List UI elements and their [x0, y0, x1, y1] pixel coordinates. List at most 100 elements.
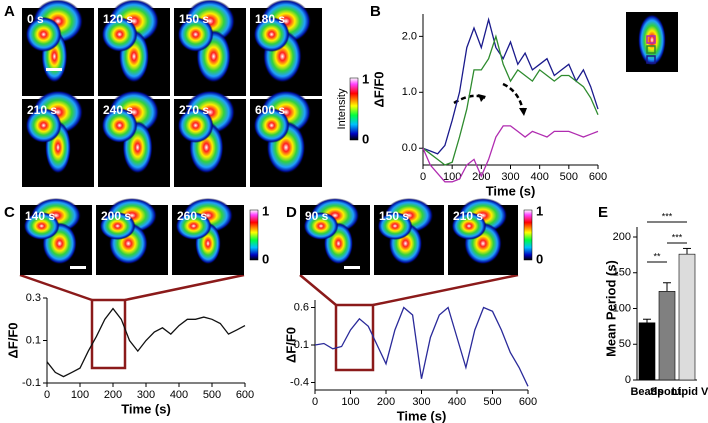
x-tick-label: 200	[377, 396, 395, 408]
bar	[638, 322, 656, 381]
intensity-blob	[25, 16, 62, 52]
x-tick-label: 400	[530, 171, 548, 183]
x-tick-label: 100	[71, 389, 89, 401]
timestamp: 180 s	[255, 12, 285, 26]
intensity-blob	[253, 16, 290, 52]
x-tick-label: 0	[312, 396, 318, 408]
y-tick-label: -0.1	[22, 377, 41, 389]
y-tick-label: -0.4	[290, 376, 309, 388]
arrow-head	[519, 108, 527, 116]
colorbar-title: Intensity	[336, 88, 348, 129]
intensity-blob	[25, 107, 62, 143]
x-tick-label: Beads	[630, 386, 663, 398]
x-tick-label: 600	[236, 389, 254, 401]
y-tick-label: 0.1	[26, 334, 41, 346]
x-axis-title: Time (s)	[486, 183, 536, 198]
x-tick-label: Spont.	[650, 386, 684, 398]
y-axis-title: Mean Period (s)	[603, 260, 618, 357]
colorbar-label: 0	[262, 251, 269, 266]
timestamp: 210 s	[453, 209, 483, 223]
colorbar	[523, 209, 533, 261]
panel-label: E	[598, 204, 608, 221]
x-tick-label: 400	[170, 389, 188, 401]
timestamp: 600 s	[255, 103, 285, 117]
intensity-blob	[23, 212, 60, 240]
x-tick-label: 400	[448, 396, 466, 408]
colorbar-label: 1	[262, 203, 269, 218]
intensity-blob	[377, 212, 413, 240]
scale-bar	[344, 266, 360, 269]
timestamp: 260 s	[177, 209, 207, 223]
colorbar-label: 0	[362, 131, 369, 146]
x-tick-label: 600	[519, 396, 537, 408]
x-tick-label: 200	[104, 389, 122, 401]
panel-label: C	[4, 204, 15, 221]
significance-label: ***	[672, 232, 683, 242]
colorbar	[249, 209, 259, 261]
x-tick-label: 0	[420, 171, 426, 183]
x-tick-label: 0	[44, 389, 50, 401]
intensity-blob	[177, 16, 214, 52]
y-axis-title: ΔF/F0	[5, 322, 20, 358]
timestamp: 90 s	[305, 209, 329, 223]
y-tick-label: 0.6	[294, 301, 309, 313]
colorbar-label: 1	[362, 71, 369, 86]
timestamp: 150 s	[179, 12, 209, 26]
timestamp: 120 s	[103, 12, 133, 26]
significance-label: **	[653, 251, 661, 261]
intensity-blob	[177, 107, 214, 143]
y-axis-title: ΔF/F0	[283, 327, 298, 363]
line-series	[46, 307, 246, 378]
y-tick-label: 150	[613, 267, 631, 279]
intensity-blob	[101, 16, 138, 52]
inset-image	[626, 12, 678, 72]
y-axis-title: ΔF/F0	[371, 71, 386, 107]
y-tick-label: 2.0	[402, 30, 417, 42]
scale-bar	[46, 68, 62, 71]
line-series	[422, 34, 599, 166]
timestamp: 140 s	[25, 209, 55, 223]
y-tick-label: 0.3	[26, 292, 41, 304]
colorbar-label: 1	[536, 203, 543, 218]
intensity-blob	[253, 107, 290, 143]
y-tick-label: 100	[613, 302, 631, 314]
panel-label: D	[286, 204, 297, 221]
line-series	[422, 125, 599, 183]
intensity-blob	[101, 107, 138, 143]
x-tick-label: 300	[501, 171, 519, 183]
panel-label: B	[370, 3, 381, 20]
colorbar-label: 0	[536, 251, 543, 266]
timestamp: 240 s	[103, 103, 133, 117]
arrow-head	[478, 94, 486, 102]
y-tick-label: 1.0	[402, 86, 417, 98]
line-series	[314, 306, 529, 387]
x-axis-title: Time (s)	[397, 408, 447, 423]
x-tick-label: 100	[443, 171, 461, 183]
intensity-blob	[303, 212, 339, 240]
x-tick-label: 500	[203, 389, 221, 401]
y-tick-label: 0	[625, 374, 631, 386]
x-axis-title: Time (s)	[121, 401, 171, 416]
significance-label: ***	[662, 211, 673, 221]
x-tick-label: 500	[560, 171, 578, 183]
intensity-blob	[99, 212, 136, 240]
timestamp: 210 s	[27, 103, 57, 117]
x-tick-label: 600	[589, 171, 607, 183]
x-tick-label: 100	[341, 396, 359, 408]
x-tick-label: 500	[483, 396, 501, 408]
y-tick-label: 200	[613, 231, 631, 243]
x-tick-label: Lipid V.	[672, 386, 708, 398]
panel-label: A	[4, 3, 15, 20]
x-tick-label: 300	[137, 389, 155, 401]
arrow	[502, 82, 525, 113]
intensity-blob	[451, 212, 487, 240]
x-tick-label: 300	[412, 396, 430, 408]
timestamp: 150 s	[379, 209, 409, 223]
bar	[658, 291, 676, 381]
y-tick-label: 0.1	[294, 339, 309, 351]
timestamp: 0 s	[27, 12, 44, 26]
line-series	[422, 17, 599, 155]
zoom-box	[19, 273, 519, 372]
scale-bar	[70, 266, 86, 269]
